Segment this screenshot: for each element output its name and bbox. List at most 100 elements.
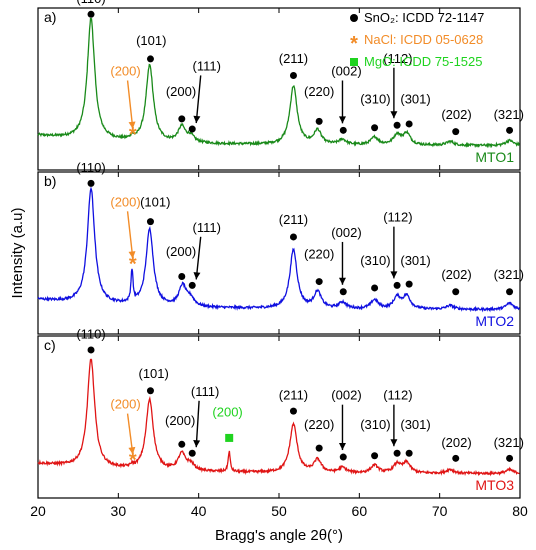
sno2-marker (393, 281, 401, 289)
nacl-marker: * (129, 449, 137, 471)
sno2-marker (289, 233, 297, 241)
sno2-marker (188, 449, 196, 457)
peak-label: (211) (279, 51, 308, 66)
peak-label: (111) (191, 384, 219, 399)
sno2-marker (506, 288, 514, 296)
sno2-marker (315, 278, 323, 286)
panel-letter: b) (44, 173, 56, 189)
arrow-112-head (390, 111, 398, 119)
sno2-marker (339, 288, 347, 296)
sno2-marker (178, 272, 186, 280)
panel-letter: c) (44, 337, 56, 353)
peak-label: (002) (331, 225, 361, 240)
legend-marker-sno2 (350, 14, 358, 22)
legend-entry: MgO: ICDD 75-1525 (364, 54, 483, 69)
peak-label: (202) (441, 267, 471, 282)
sno2-marker (506, 126, 514, 134)
peak-label: (220) (304, 247, 334, 262)
peak-label: (200) (166, 244, 196, 259)
peak-label: (321) (494, 107, 524, 122)
peak-label: (002) (331, 388, 361, 403)
legend-marker-mgo (350, 58, 358, 66)
y-axis-label: Intensity (a.u) (9, 208, 26, 299)
peak-label: (202) (441, 107, 471, 122)
peak-label: (112) (383, 51, 412, 66)
arrow-111-head (193, 440, 201, 448)
peak-label: (110) (76, 326, 105, 341)
sno2-marker (393, 449, 401, 457)
peak-label: (202) (441, 435, 471, 450)
peak-label: (310) (360, 417, 390, 432)
peak-label: (301) (400, 253, 430, 268)
sno2-marker (87, 179, 95, 187)
arrow-111-head (193, 272, 201, 280)
impurity-peak-label: (200) (110, 64, 140, 79)
panel-name: MTO1 (475, 149, 514, 165)
legend-entry: NaCl: ICDD 05-0628 (364, 32, 483, 47)
sno2-marker (393, 121, 401, 129)
sno2-marker (452, 288, 460, 296)
sno2-marker (87, 346, 95, 354)
panel-name: MTO3 (475, 477, 514, 493)
sno2-marker (339, 453, 347, 461)
peak-label: (110) (76, 0, 105, 6)
peak-label: (220) (304, 417, 334, 432)
peak-label: (211) (279, 388, 308, 403)
sno2-marker (289, 407, 297, 415)
arrow-002-head (338, 116, 346, 124)
peak-label: (310) (360, 92, 390, 107)
sno2-marker (315, 444, 323, 452)
arrow-111 (195, 400, 200, 448)
nacl-marker: * (129, 124, 137, 146)
impurity-peak-label: (200) (110, 397, 140, 412)
legend-marker-nacl: * (350, 33, 358, 55)
arrow-111 (195, 75, 202, 124)
arrow-112-head (390, 439, 398, 447)
arrow-002-head (338, 277, 346, 285)
sno2-marker (405, 280, 413, 288)
arrow-nacl-head (128, 251, 136, 259)
arrow-111 (195, 236, 202, 280)
panel-frame (37, 335, 521, 499)
sno2-marker (146, 218, 154, 226)
peak-label: (111) (192, 220, 220, 235)
sno2-marker (371, 124, 379, 132)
impurity-peak-label: (200) (212, 404, 242, 419)
x-tick-label: 60 (352, 503, 368, 519)
peak-label: (321) (494, 267, 524, 282)
sno2-marker (405, 449, 413, 457)
series-line-MTO3 (37, 358, 520, 477)
sno2-marker (289, 72, 297, 79)
x-tick-label: 50 (271, 503, 287, 519)
x-tick-label: 40 (191, 503, 207, 519)
sno2-marker (371, 452, 379, 460)
panel-letter: a) (44, 9, 56, 25)
sno2-marker (452, 128, 460, 136)
peak-label: (101) (140, 194, 170, 209)
x-tick-label: 70 (432, 503, 448, 519)
panel-name: MTO2 (475, 313, 514, 329)
sno2-marker (87, 10, 95, 18)
x-axis-label: Bragg's angle 2θ(°) (215, 527, 343, 544)
peak-label: (301) (400, 92, 430, 107)
sno2-marker (178, 115, 186, 123)
series-line-MTO1 (37, 18, 521, 149)
impurity-peak-label: (200) (110, 194, 140, 209)
peak-label: (211) (279, 212, 308, 227)
peak-label: (112) (383, 210, 412, 225)
sno2-marker (405, 120, 413, 128)
series-line-MTO2 (37, 186, 521, 313)
arrow-111-head (193, 115, 201, 124)
peak-label: (111) (192, 58, 220, 73)
peak-label: (310) (360, 253, 390, 268)
peak-label: (321) (494, 435, 524, 450)
sno2-marker (339, 126, 347, 134)
sno2-marker (506, 454, 514, 462)
peak-label: (220) (304, 84, 334, 99)
peak-label: (301) (400, 417, 430, 432)
arrow-nacl-head (128, 446, 136, 455)
sno2-marker (188, 125, 196, 133)
peak-label: (112) (383, 388, 412, 403)
x-tick-label: 80 (512, 503, 528, 519)
arrow-nacl (126, 80, 134, 129)
